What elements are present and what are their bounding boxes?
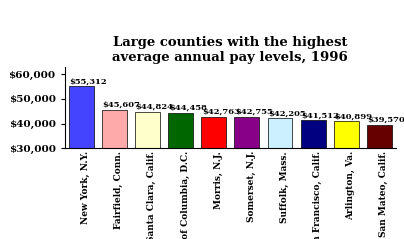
Bar	[301, 120, 326, 222]
Bar	[69, 86, 94, 222]
Text: $42,763: $42,763	[202, 108, 240, 116]
Bar	[267, 118, 292, 222]
Title: Large counties with the highest
average annual pay levels, 1996: Large counties with the highest average …	[112, 36, 348, 64]
Text: $44,824: $44,824	[136, 103, 174, 111]
Bar	[234, 117, 259, 222]
Text: $40,899: $40,899	[335, 113, 372, 121]
Bar	[102, 110, 127, 222]
Bar	[367, 125, 392, 222]
Text: $44,458: $44,458	[169, 104, 207, 112]
Text: $45,607: $45,607	[103, 101, 141, 109]
Text: $42,755: $42,755	[235, 108, 273, 116]
Bar	[135, 112, 160, 222]
Text: $42,205: $42,205	[268, 109, 306, 117]
Text: $41,512: $41,512	[301, 111, 339, 119]
Bar	[334, 121, 359, 222]
Bar	[201, 117, 226, 222]
Text: $55,312: $55,312	[69, 77, 107, 85]
Bar	[168, 113, 193, 222]
Text: $39,570: $39,570	[368, 116, 404, 124]
